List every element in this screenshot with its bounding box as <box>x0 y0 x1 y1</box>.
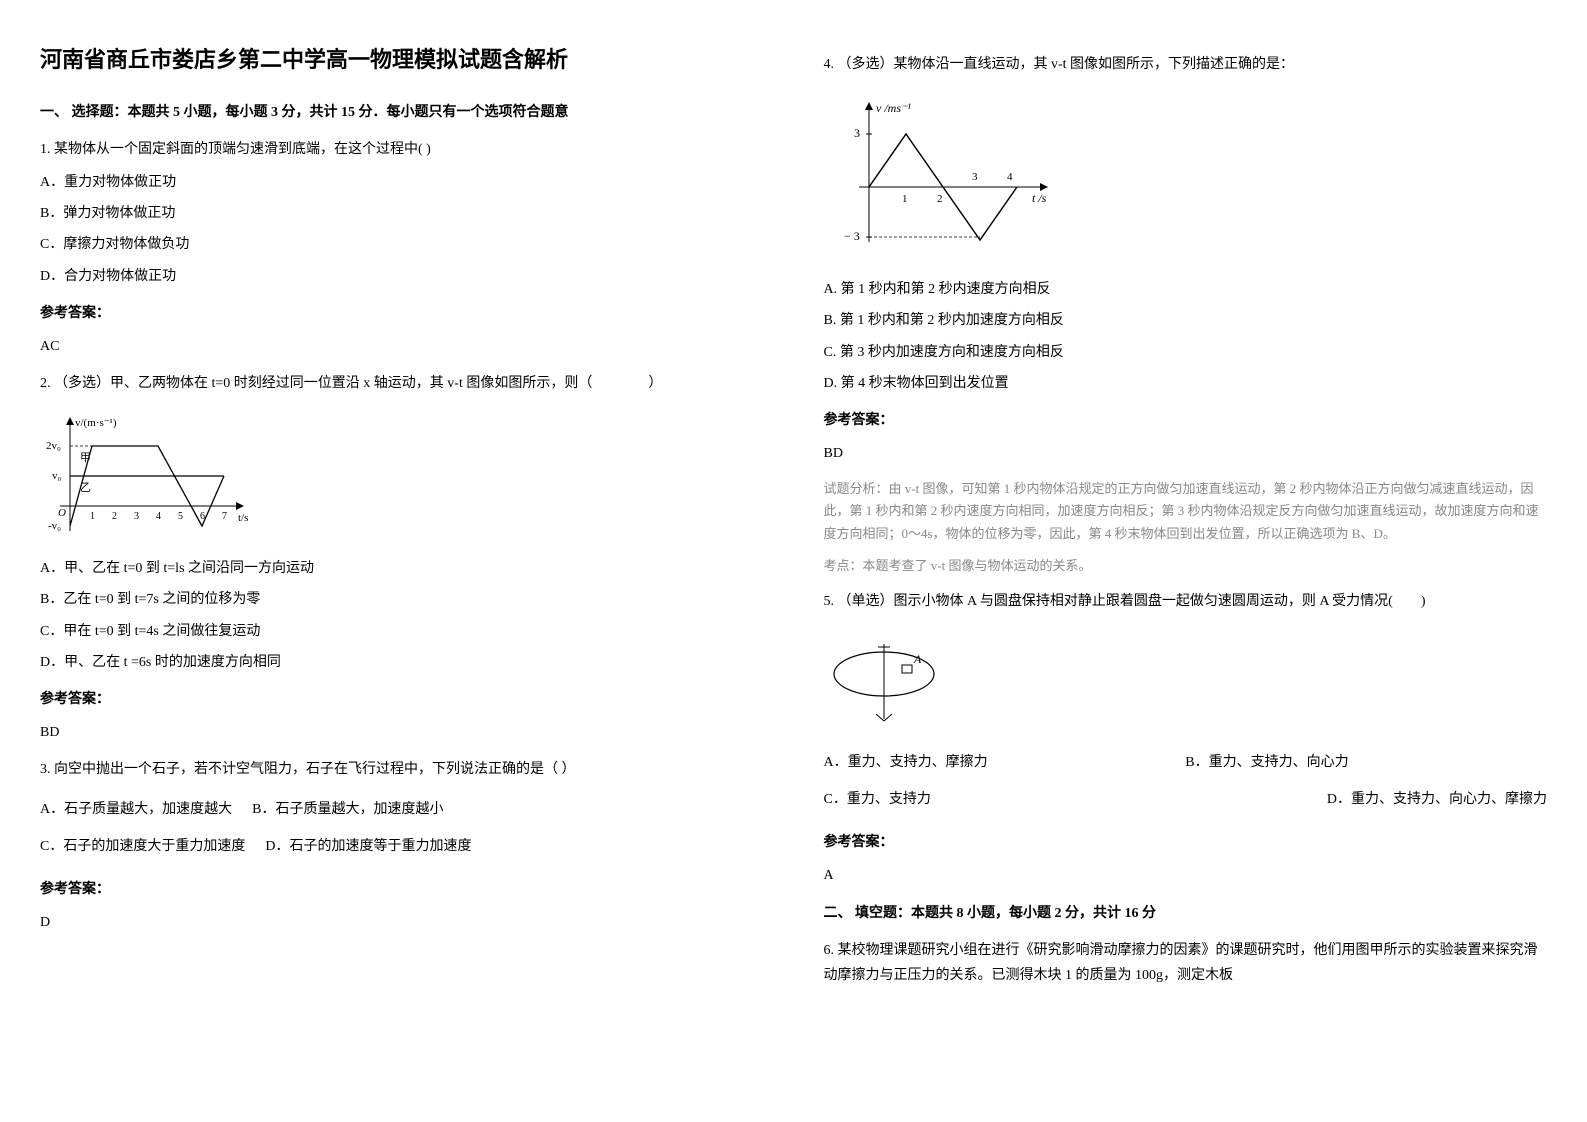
q2-option-c: C．甲在 t=0 到 t=4s 之间做往复运动 <box>40 619 764 644</box>
q3-answer-label: 参考答案： <box>40 877 764 902</box>
q6-text: 6. 某校物理课题研究小组在进行《研究影响滑动摩擦力的因素》的课题研究时，他们用… <box>824 938 1548 988</box>
q3-text: 3. 向空中抛出一个石子，若不计空气阻力，石子在飞行过程中，下列说法正确的是（ … <box>40 757 764 782</box>
q4-answer: BD <box>824 441 1548 466</box>
q4-option-d: D. 第 4 秒末物体回到出发位置 <box>824 371 1548 396</box>
svg-text:1: 1 <box>90 511 95 522</box>
q2-text: 2. （多选）甲、乙两物体在 t=0 时刻经过同一位置沿 x 轴运动，其 v-t… <box>40 371 764 396</box>
question-1: 1. 某物体从一个固定斜面的顶端匀速滑到底端，在这个过程中( ) A．重力对物体… <box>40 137 764 359</box>
q4-option-b: B. 第 1 秒内和第 2 秒内加速度方向相反 <box>824 308 1548 333</box>
q4-text: 4. （多选）某物体沿一直线运动，其 v-t 图像如图所示，下列描述正确的是： <box>824 52 1548 77</box>
section2-header: 二、 填空题：本题共 8 小题，每小题 2 分，共计 16 分 <box>824 901 1548 926</box>
q5-text: 5. （单选）图示小物体 A 与圆盘保持相对静止跟着圆盘一起做匀速圆周运动，则 … <box>824 589 1548 614</box>
question-4: 4. （多选）某物体沿一直线运动，其 v-t 图像如图所示，下列描述正确的是： … <box>824 52 1548 577</box>
svg-text:v₀: v₀ <box>52 470 62 482</box>
q5-object-label: A <box>913 652 922 666</box>
q5-answer: A <box>824 863 1548 888</box>
q3-option-d: D．石子的加速度等于重力加速度 <box>265 834 471 859</box>
q1-option-b: B．弹力对物体做正功 <box>40 201 764 226</box>
q4-analysis: 试题分析：由 v-t 图像，可知第 1 秒内物体沿规定的正方向做匀加速直线运动，… <box>824 478 1548 544</box>
q1-option-a: A．重力对物体做正功 <box>40 170 764 195</box>
q2-chart: v/(m·s⁻¹) t/s O 2v₀ v₀ -v₀ 1 2 3 4 5 6 <box>40 411 764 541</box>
q1-option-c: C．摩擦力对物体做负功 <box>40 232 764 257</box>
q4-option-a: A. 第 1 秒内和第 2 秒内速度方向相反 <box>824 277 1548 302</box>
q3-option-b: B．石子质量越大，加速度越小 <box>252 797 443 822</box>
q5-answer-label: 参考答案： <box>824 830 1548 855</box>
svg-text:2: 2 <box>112 511 117 522</box>
question-6: 6. 某校物理课题研究小组在进行《研究影响滑动摩擦力的因素》的课题研究时，他们用… <box>824 938 1548 988</box>
svg-text:3: 3 <box>854 126 860 140</box>
question-5: 5. （单选）图示小物体 A 与圆盘保持相对静止跟着圆盘一起做匀速圆周运动，则 … <box>824 589 1548 889</box>
svg-text:-v₀: -v₀ <box>48 520 61 532</box>
q4-answer-label: 参考答案： <box>824 408 1548 433</box>
q5-option-a: A．重力、支持力、摩擦力 <box>824 750 1186 775</box>
q2-option-b: B．乙在 t=0 到 t=7s 之间的位移为零 <box>40 587 764 612</box>
q3-option-a: A．石子质量越大，加速度越大 <box>40 797 232 822</box>
question-2: 2. （多选）甲、乙两物体在 t=0 时刻经过同一位置沿 x 轴运动，其 v-t… <box>40 371 764 745</box>
q5-chart: A <box>824 629 1548 729</box>
question-3: 3. 向空中抛出一个石子，若不计空气阻力，石子在飞行过程中，下列说法正确的是（ … <box>40 757 764 935</box>
svg-text:O: O <box>58 507 66 519</box>
svg-text:5: 5 <box>178 511 183 522</box>
page-title: 河南省商丘市娄店乡第二中学高一物理模拟试题含解析 <box>40 40 764 80</box>
q4-chart: v /ms⁻¹ t /s 3 − 3 1 2 3 4 <box>824 92 1548 262</box>
svg-text:2: 2 <box>937 193 943 205</box>
q2-option-d: D．甲、乙在 t =6s 时的加速度方向相同 <box>40 650 764 675</box>
q5-option-d: D．重力、支持力、向心力、摩擦力 <box>1113 787 1547 812</box>
q2-answer: BD <box>40 720 764 745</box>
svg-text:1: 1 <box>902 193 908 205</box>
q4-ylabel: v /ms⁻¹ <box>876 101 911 115</box>
q3-option-c: C．石子的加速度大于重力加速度 <box>40 834 245 859</box>
q2-ylabel: v/(m·s⁻¹) <box>75 417 117 429</box>
svg-text:4: 4 <box>156 511 161 522</box>
q2-xlabel: t/s <box>238 512 248 524</box>
svg-text:乙: 乙 <box>80 481 91 494</box>
q1-text: 1. 某物体从一个固定斜面的顶端匀速滑到底端，在这个过程中( ) <box>40 137 764 162</box>
q4-xlabel: t /s <box>1032 191 1047 205</box>
svg-text:7: 7 <box>222 511 227 522</box>
q1-option-d: D．合力对物体做正功 <box>40 264 764 289</box>
q5-option-c: C．重力、支持力 <box>824 787 1113 812</box>
section1-header: 一、 选择题：本题共 5 小题，每小题 3 分，共计 15 分．每小题只有一个选… <box>40 100 764 125</box>
q1-answer: AC <box>40 334 764 359</box>
q1-answer-label: 参考答案： <box>40 301 764 326</box>
svg-text:4: 4 <box>1007 171 1013 183</box>
q4-analysis2: 考点：本题考查了 v-t 图像与物体运动的关系。 <box>824 555 1548 577</box>
q2-answer-label: 参考答案： <box>40 687 764 712</box>
q5-option-b: B．重力、支持力、向心力 <box>1185 750 1547 775</box>
svg-text:甲: 甲 <box>80 452 91 464</box>
svg-text:2v₀: 2v₀ <box>46 440 61 452</box>
svg-text:3: 3 <box>134 511 139 522</box>
svg-text:3: 3 <box>972 171 978 183</box>
q3-answer: D <box>40 910 764 935</box>
q4-option-c: C. 第 3 秒内加速度方向和速度方向相反 <box>824 340 1548 365</box>
q2-option-a: A．甲、乙在 t=0 到 t=ls 之间沿同一方向运动 <box>40 556 764 581</box>
svg-text:− 3: − 3 <box>844 229 860 243</box>
